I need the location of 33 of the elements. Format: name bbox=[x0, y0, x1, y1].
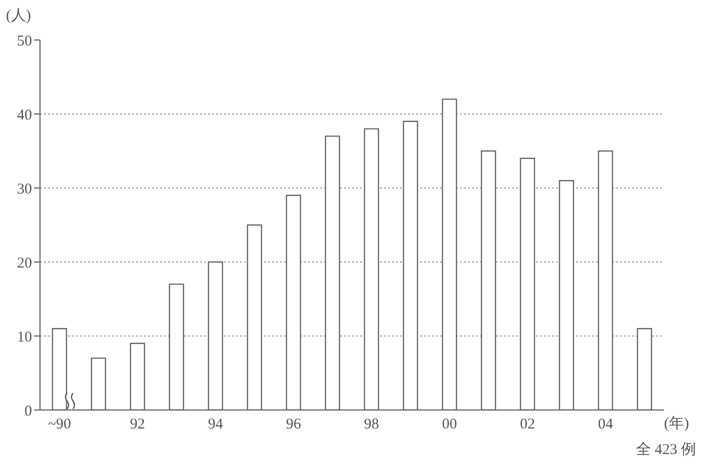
bar bbox=[402, 120, 418, 410]
y-axis-title: (人) bbox=[6, 7, 31, 25]
x-tick-label: 00 bbox=[442, 416, 457, 433]
x-tick-label: 92 bbox=[130, 416, 145, 433]
bar bbox=[246, 224, 262, 410]
y-tick-label: 30 bbox=[17, 181, 32, 198]
y-tick-label: 20 bbox=[17, 255, 32, 272]
x-tick-label: ~90 bbox=[48, 416, 72, 433]
bar bbox=[52, 328, 68, 410]
bar bbox=[168, 284, 184, 410]
bar bbox=[90, 358, 106, 410]
x-tick-label: 94 bbox=[208, 416, 224, 433]
bar bbox=[636, 328, 652, 410]
x-axis-title: (年) bbox=[664, 415, 689, 433]
x-tick-label: 04 bbox=[598, 416, 614, 433]
x-tick-label: 96 bbox=[286, 416, 302, 433]
bar bbox=[480, 150, 496, 410]
y-tick-label: 40 bbox=[17, 107, 32, 124]
bar bbox=[364, 128, 380, 410]
y-tick-label: 10 bbox=[17, 329, 32, 346]
y-tick-label: 0 bbox=[24, 403, 32, 420]
x-tick-label: 98 bbox=[364, 416, 379, 433]
text: 全 423 例 bbox=[636, 441, 696, 459]
bar bbox=[442, 98, 458, 410]
bar bbox=[598, 150, 614, 410]
bar bbox=[208, 261, 224, 410]
bar bbox=[558, 180, 574, 410]
bar bbox=[324, 136, 340, 410]
x-tick-label: 02 bbox=[520, 416, 535, 433]
bar bbox=[130, 342, 146, 410]
bar bbox=[286, 194, 302, 410]
y-tick-label: 50 bbox=[17, 33, 32, 50]
bar bbox=[520, 158, 536, 410]
